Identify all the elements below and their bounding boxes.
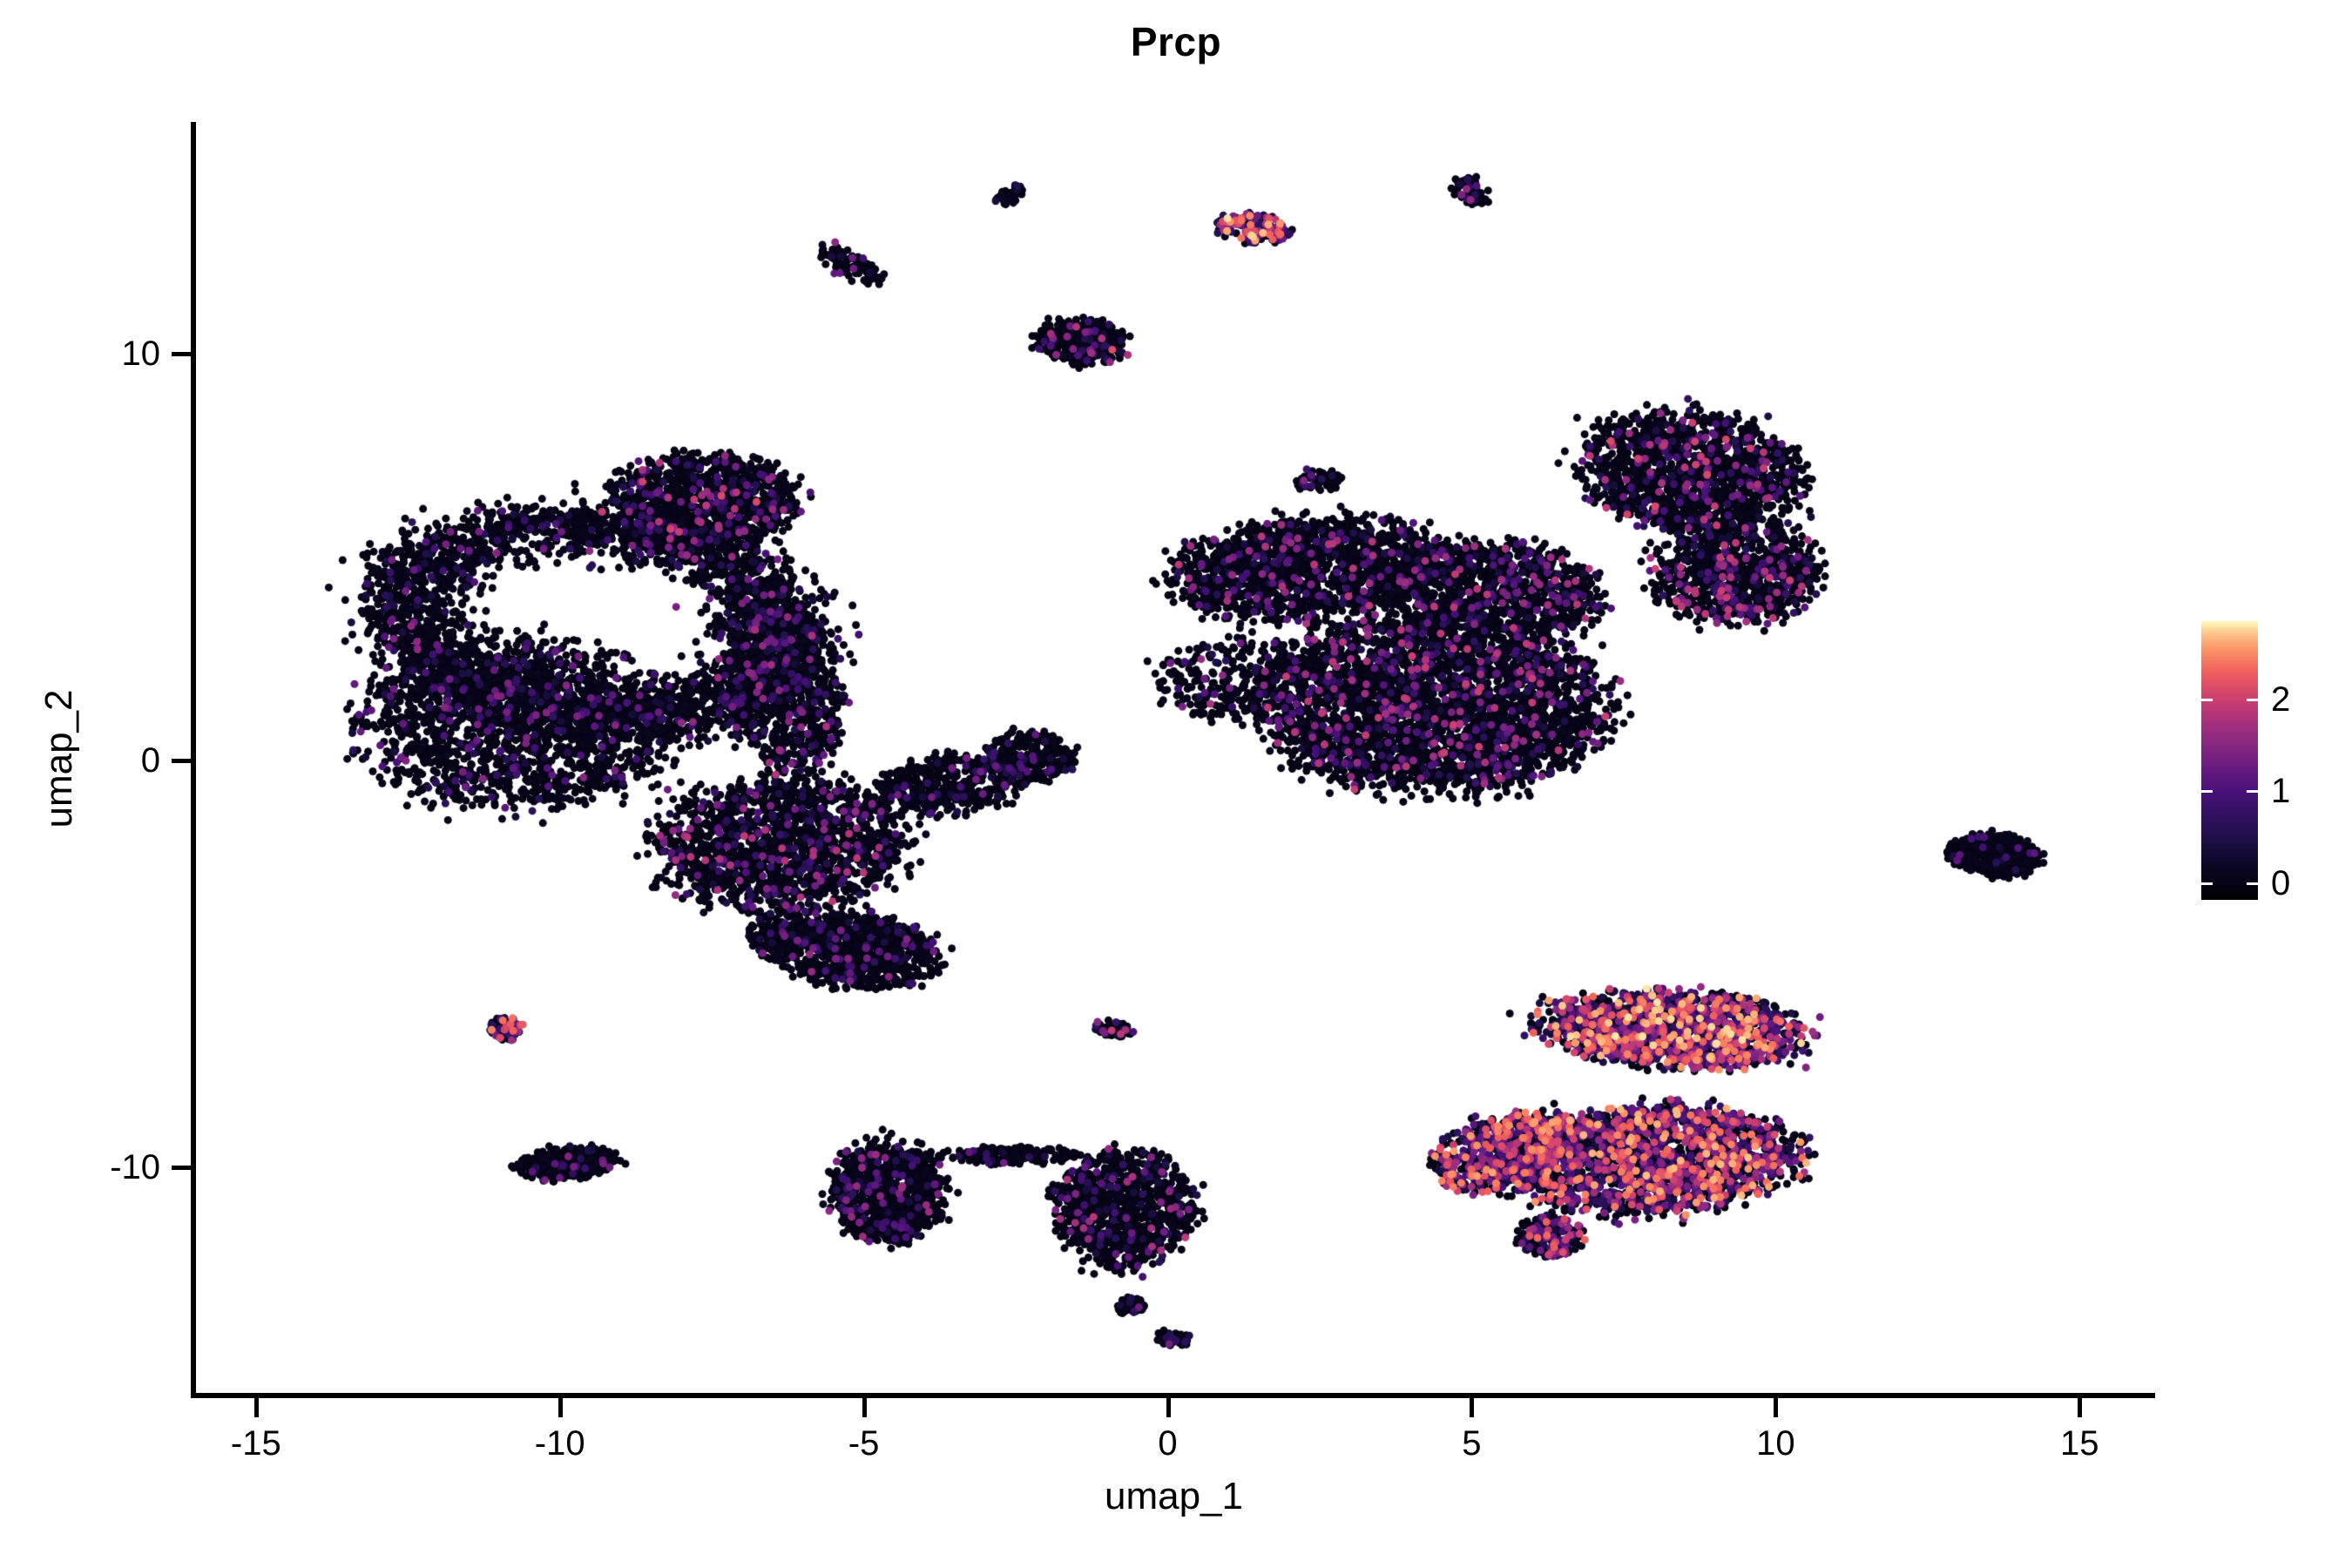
colorbar-tick-mark [2201,698,2213,701]
x-tick-label: -15 [230,1424,281,1463]
y-tick-mark [172,1166,191,1171]
colorbar-gradient [2201,621,2258,900]
y-tick-label: 0 [140,741,160,781]
x-tick-label: 0 [1158,1424,1178,1463]
colorbar-tick-mark [2247,790,2258,794]
plot-panel [195,122,2153,1396]
x-tick-mark [1470,1398,1475,1417]
x-tick-label: 10 [1756,1424,1795,1463]
x-tick-mark [2078,1398,2083,1417]
colorbar-tick-label: 2 [2271,679,2291,719]
x-tick-mark [1166,1398,1171,1417]
y-axis-line [191,122,196,1398]
x-axis-line [191,1393,2155,1398]
scatter-canvas [195,122,2153,1396]
x-tick-mark [558,1398,563,1417]
x-tick-mark [862,1398,867,1417]
y-axis-title: umap_2 [37,689,80,828]
x-tick-mark [253,1398,259,1417]
colorbar-tick-mark [2247,882,2258,885]
colorbar-tick-label: 0 [2271,863,2291,902]
page-title: Prcp [1130,19,1222,64]
y-tick-mark [172,352,191,357]
y-tick-mark [172,759,191,764]
x-tick-label: -10 [534,1424,585,1463]
colorbar-tick-mark [2201,790,2213,794]
x-tick-label: 15 [2060,1424,2099,1463]
colorbar-tick-mark [2247,698,2258,701]
colorbar-tick-mark [2201,882,2213,885]
x-tick-label: 5 [1462,1424,1482,1463]
x-tick-label: -5 [848,1424,880,1463]
x-axis-title: umap_1 [1104,1475,1243,1517]
colorbar-tick-label: 1 [2271,772,2291,811]
y-tick-label: -10 [110,1148,160,1187]
y-tick-label: 10 [121,335,161,374]
x-tick-mark [1774,1398,1779,1417]
